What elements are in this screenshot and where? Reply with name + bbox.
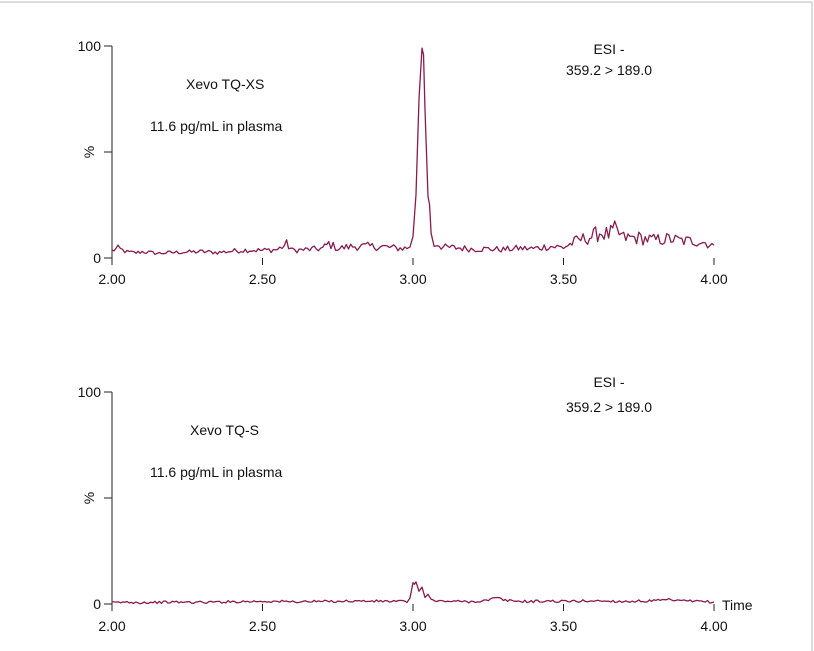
bottom-x-ticks: 2.00 2.50 3.00 3.50 4.00 bbox=[98, 604, 728, 634]
top-x-tick-label: 3.50 bbox=[550, 271, 577, 287]
bottom-y-axis-label: % bbox=[81, 492, 97, 504]
top-transition-label: 359.2 > 189.0 bbox=[566, 62, 652, 78]
bottom-transition-label: 359.2 > 189.0 bbox=[566, 399, 652, 415]
top-x-tick-label: 2.00 bbox=[98, 271, 125, 287]
bottom-mode-label: ESI - bbox=[593, 374, 624, 390]
top-series-line bbox=[111, 47, 715, 256]
top-y-axis-label: % bbox=[81, 146, 97, 158]
bottom-series-line bbox=[111, 581, 715, 605]
top-mode-label: ESI - bbox=[593, 41, 624, 57]
top-x-ticks: 2.00 2.50 3.00 3.50 4.00 bbox=[98, 258, 728, 287]
top-y-tick-label-100: 100 bbox=[78, 38, 102, 54]
bottom-y-tick-label-0: 0 bbox=[93, 596, 101, 612]
top-x-tick-label: 3.00 bbox=[399, 271, 426, 287]
top-x-tick-label: 4.00 bbox=[700, 271, 727, 287]
bottom-instrument-label: Xevo TQ-S bbox=[190, 422, 259, 438]
top-sample-label: 11.6 pg/mL in plasma bbox=[150, 118, 283, 134]
top-instrument-label: Xevo TQ-XS bbox=[186, 76, 264, 92]
bottom-y-tick-label-100: 100 bbox=[78, 384, 102, 400]
bottom-x-axis-label: Time bbox=[722, 597, 753, 613]
top-x-tick-label: 2.50 bbox=[249, 271, 276, 287]
bottom-x-tick-label: 2.00 bbox=[98, 618, 125, 634]
bottom-x-tick-label: 2.50 bbox=[249, 618, 276, 634]
bottom-x-tick-label: 4.00 bbox=[700, 618, 727, 634]
bottom-x-tick-label: 3.50 bbox=[550, 618, 577, 634]
chromatogram-top: 100 0 % 2.00 2.50 3.00 3.50 4.00 Xevo TQ… bbox=[78, 38, 728, 287]
chromatogram-bottom: 100 0 % 2.00 2.50 3.00 3.50 4.00 Time Xe… bbox=[78, 374, 753, 634]
bottom-sample-label: 11.6 pg/mL in plasma bbox=[150, 464, 283, 480]
bottom-x-tick-label: 3.00 bbox=[399, 618, 426, 634]
top-y-tick-label-0: 0 bbox=[93, 250, 101, 266]
